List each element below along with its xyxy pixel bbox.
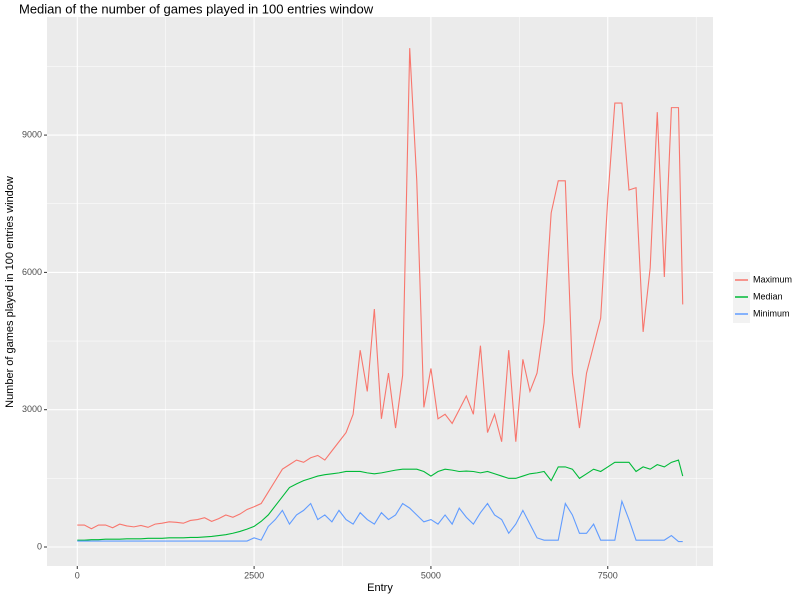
y-tick-label: 9000 bbox=[22, 129, 42, 139]
y-tick-label: 0 bbox=[37, 541, 42, 551]
y-tick-label: 3000 bbox=[22, 404, 42, 414]
x-tick-label: 2500 bbox=[244, 570, 264, 580]
data-line bbox=[77, 499, 683, 543]
x-tick-label: 5000 bbox=[421, 570, 441, 580]
plot-panel bbox=[47, 17, 713, 566]
legend-label: Median bbox=[753, 291, 783, 301]
data-line bbox=[77, 459, 684, 541]
data-line bbox=[77, 48, 684, 530]
y-axis-title: Number of games played in 100 entries wi… bbox=[4, 176, 16, 408]
x-tick-label: 7500 bbox=[598, 570, 618, 580]
legend-label: Minimum bbox=[753, 308, 790, 318]
chart-title: Median of the number of games played in … bbox=[19, 1, 374, 16]
y-tick-label: 6000 bbox=[22, 267, 42, 277]
x-tick-label: 0 bbox=[75, 570, 80, 580]
x-axis-title: Entry bbox=[367, 582, 393, 594]
legend-label: Maximum bbox=[753, 274, 792, 284]
